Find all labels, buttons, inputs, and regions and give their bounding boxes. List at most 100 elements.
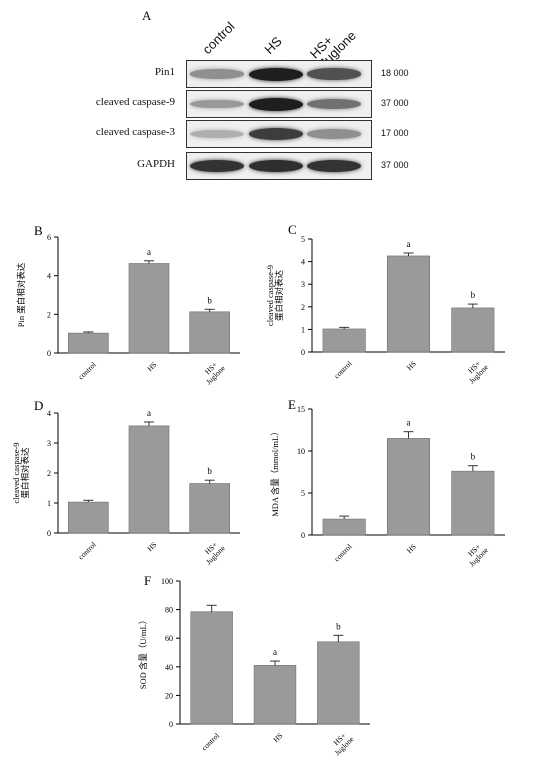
bar — [322, 328, 366, 353]
x-tick-label: HS — [405, 359, 418, 372]
chart-f: F 0 20 40 60 80 100 SOD 含量（U/mL） control a HS b HS+J… — [138, 573, 370, 757]
bar — [451, 470, 495, 536]
chart-c: C 0 1 2 3 4 5 cleaved caspase-9蛋白相对表达 control a HS… — [265, 222, 505, 385]
y-tick-label: 6 — [47, 233, 51, 242]
blot-band — [249, 97, 303, 111]
y-tick-label: 100 — [161, 577, 173, 586]
blot-strip — [186, 60, 372, 88]
blot-band — [249, 67, 303, 81]
y-tick-label: 2 — [47, 469, 51, 478]
x-tick-label: HS+Juglone — [198, 537, 227, 566]
bar — [190, 611, 233, 725]
molecular-weight-label: 37 000 — [381, 98, 409, 108]
bar — [128, 425, 170, 534]
y-tick-label: 3 — [301, 280, 305, 289]
significance-label: a — [407, 418, 411, 428]
y-axis-label: MDA 含量（mmol/mL） — [270, 427, 280, 517]
x-tick-label-line: HS — [145, 360, 158, 373]
y-tick-label: 0 — [169, 720, 173, 729]
blot-band — [190, 99, 244, 109]
blot-band — [307, 68, 361, 80]
x-tick-label: HS — [405, 542, 418, 555]
y-axis-label-line: 蛋白相对表达 — [20, 447, 30, 499]
blot-strip — [186, 152, 372, 180]
panel-a-letter: A — [142, 8, 152, 23]
y-tick-label: 15 — [297, 405, 305, 414]
x-tick-label-line: HS — [271, 731, 284, 744]
significance-label: b — [471, 290, 476, 300]
x-tick-label: HS — [145, 360, 158, 373]
y-tick-label: 5 — [301, 235, 305, 244]
significance-label: a — [407, 239, 411, 249]
x-tick-label: HS — [145, 540, 158, 553]
bar — [128, 263, 170, 354]
significance-label: a — [147, 408, 151, 418]
bar — [253, 665, 297, 725]
x-tick-label-line: HS — [405, 542, 418, 555]
significance-label: b — [471, 452, 476, 462]
x-tick-label-line: control — [76, 360, 97, 381]
chart-b: B 0 2 4 6 Pin 蛋白相对表达 control a HS b HS+Juglone — [16, 223, 240, 386]
y-tick-label: 4 — [47, 272, 51, 281]
x-tick-label-line: HS — [145, 540, 158, 553]
blot-band — [307, 159, 361, 173]
blot-label: Pin1 — [154, 66, 175, 78]
blot-band — [249, 128, 303, 140]
y-axis-label: SOD 含量（U/mL） — [138, 616, 148, 689]
y-tick-label: 10 — [297, 447, 305, 456]
x-tick-label: HS+Juglone — [461, 356, 490, 385]
x-tick-label: control — [76, 360, 97, 381]
bar — [189, 311, 230, 354]
blot-label: cleaved caspase-3 — [95, 126, 175, 138]
blot-label: GAPDH — [137, 158, 175, 170]
significance-label: b — [207, 295, 212, 305]
y-axis-label-line: SOD 含量（U/mL） — [138, 616, 148, 689]
x-tick-label-line: HS — [405, 359, 418, 372]
significance-label: b — [207, 466, 212, 476]
x-tick-label: HS — [271, 731, 284, 744]
significance-label: b — [336, 621, 341, 631]
y-axis-label-line: cleaved caspase-9 — [265, 265, 275, 326]
blot-band — [190, 159, 244, 173]
blot-band — [249, 159, 303, 173]
y-tick-label: 5 — [301, 489, 305, 498]
y-tick-label: 0 — [301, 348, 305, 357]
bar — [386, 438, 431, 536]
bar — [386, 255, 431, 353]
blot-label: cleaved caspase-9 — [95, 96, 175, 108]
panel-letter: E — [288, 397, 296, 412]
molecular-weight-label: 17 000 — [381, 128, 409, 138]
y-tick-label: 20 — [165, 691, 173, 700]
bar — [68, 332, 109, 354]
y-tick-label: 2 — [301, 303, 305, 312]
x-tick-label: control — [332, 359, 353, 380]
y-axis-label-line: cleaved caspase-9 — [11, 442, 21, 503]
y-tick-label: 0 — [301, 531, 305, 540]
x-tick-label: HS+Juglone — [327, 728, 356, 757]
y-tick-label: 1 — [47, 499, 51, 508]
x-tick-label: HS+Juglone — [198, 357, 227, 386]
y-tick-label: 3 — [47, 439, 51, 448]
panel-letter: C — [288, 222, 297, 237]
blot-band — [307, 129, 361, 139]
x-tick-label: control — [332, 542, 353, 563]
panel-letter: D — [34, 398, 43, 413]
x-tick-label: HS+Juglone — [461, 539, 490, 567]
x-tick-label-line: control — [200, 731, 221, 752]
y-tick-label: 0 — [47, 349, 51, 358]
y-axis-label-line: MDA 含量（mmol/mL） — [270, 427, 280, 517]
x-tick-label-line: control — [332, 542, 353, 563]
x-tick-label: control — [76, 540, 97, 561]
blot-strip — [186, 120, 372, 148]
y-tick-label: 2 — [47, 310, 51, 319]
y-tick-label: 40 — [165, 663, 173, 672]
molecular-weight-label: 18 000 — [381, 68, 409, 78]
x-tick-label-line: control — [76, 540, 97, 561]
blot-band — [190, 69, 244, 79]
lane-label-control: control — [199, 18, 238, 57]
bar — [317, 641, 360, 725]
bar — [451, 307, 495, 353]
bar — [68, 501, 109, 534]
bar — [189, 483, 230, 534]
significance-label: a — [273, 647, 277, 657]
